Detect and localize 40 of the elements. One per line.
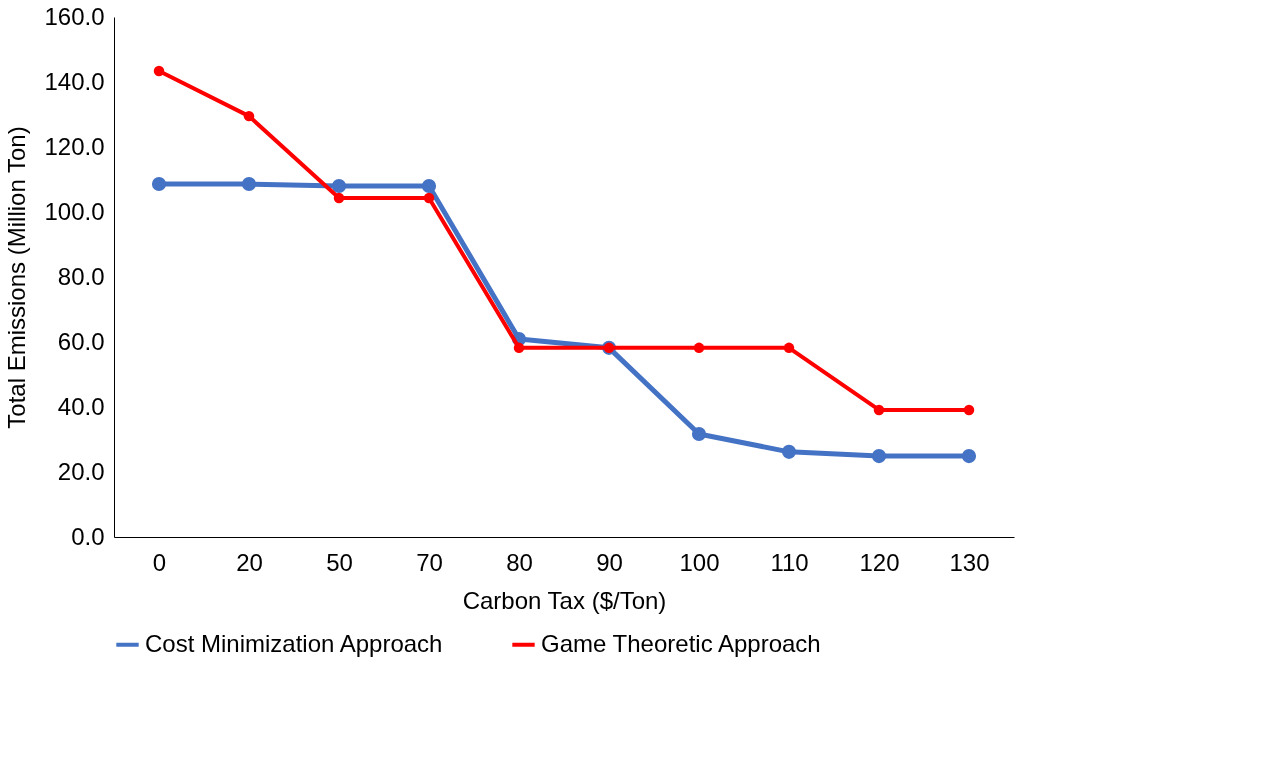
point	[693, 342, 705, 354]
x-tick-label: 80	[506, 548, 533, 576]
y-tick-label: 60.0	[57, 327, 105, 355]
y-tick-label: 140.0	[44, 67, 105, 95]
legend-label: Game Theoretic Approach	[541, 629, 821, 657]
y-axis-title: Total Emissions (Million Ton)	[3, 126, 31, 429]
y-tick-label: 80.0	[57, 262, 105, 290]
point	[871, 449, 887, 464]
point	[873, 404, 885, 416]
point	[961, 449, 977, 464]
point	[783, 342, 795, 354]
y-tick-label: 100.0	[44, 197, 105, 225]
point	[963, 404, 975, 416]
x-axis-title: Carbon Tax ($/Ton)	[462, 586, 667, 614]
point	[243, 110, 255, 122]
x-tick-label: 100	[679, 548, 720, 576]
y-tick-label: 40.0	[57, 392, 105, 420]
x-tick-label: 20	[236, 548, 263, 576]
x-tick-label: 120	[859, 548, 900, 576]
y-tick-label: 0.0	[71, 522, 105, 550]
point	[333, 192, 345, 204]
point	[513, 342, 525, 354]
x-tick-label: 90	[596, 548, 623, 576]
point	[241, 176, 257, 192]
point	[331, 178, 347, 194]
point	[691, 426, 707, 442]
x-tick-label: 110	[770, 548, 809, 576]
y-tick-label: 160.0	[44, 2, 105, 30]
legend-label: Cost Minimization Approach	[145, 629, 443, 657]
y-tick-label: 120.0	[44, 132, 105, 160]
y-tick-label: 20.0	[57, 457, 105, 485]
x-tick-label: 130	[949, 548, 990, 576]
point	[153, 65, 165, 77]
x-tick-label: 50	[326, 548, 353, 576]
point	[151, 176, 167, 192]
point	[423, 192, 435, 204]
point	[781, 444, 797, 459]
x-tick-label: 0	[152, 548, 167, 576]
point	[421, 178, 437, 194]
x-tick-label: 70	[416, 548, 443, 576]
